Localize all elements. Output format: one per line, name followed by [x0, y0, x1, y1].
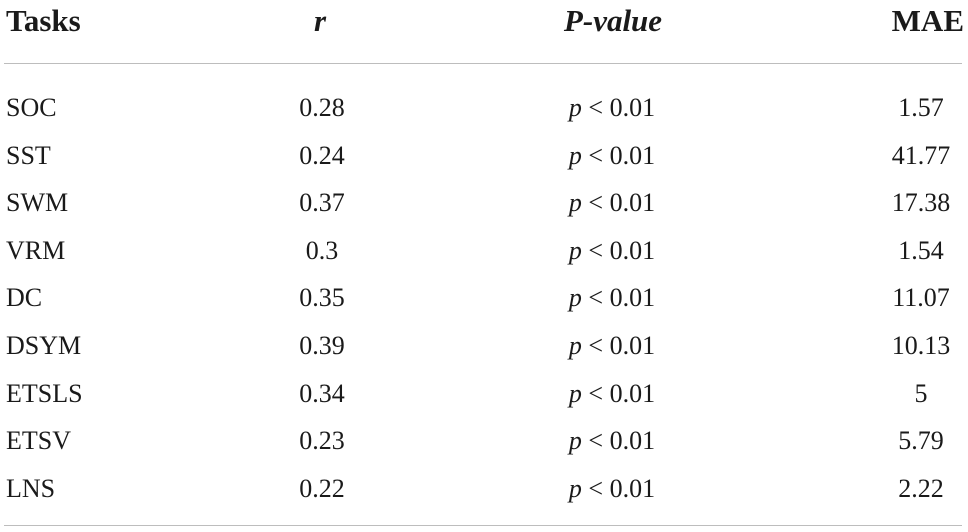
- header-r: r: [313, 3, 327, 38]
- header-tasks: Tasks: [6, 3, 81, 38]
- header-mae: MAE: [891, 3, 964, 38]
- table-row: DC 0.35 p < 0.01 11.07: [0, 274, 968, 322]
- footer-divider: [4, 525, 962, 526]
- pvalue-cell: p < 0.01: [569, 274, 655, 321]
- p-symbol: p: [568, 140, 582, 170]
- pvalue-cell: p < 0.01: [569, 227, 655, 274]
- table-row: SWM 0.37 p < 0.01 17.38: [0, 179, 968, 227]
- pvalue-cell: p < 0.01: [569, 84, 655, 131]
- task-cell: ETSLS: [6, 378, 83, 408]
- header-pvalue: P-value: [563, 3, 663, 38]
- table-row: ETSLS 0.34 p < 0.01 5: [0, 370, 968, 418]
- p-symbol: p: [568, 426, 582, 456]
- pvalue-cell: p < 0.01: [569, 370, 655, 417]
- p-threshold: < 0.01: [581, 140, 656, 170]
- task-cell: LNS: [6, 473, 56, 503]
- task-cell: DC: [6, 283, 43, 313]
- task-cell: VRM: [6, 235, 66, 265]
- r-cell: 0.39: [299, 330, 345, 360]
- p-symbol: p: [568, 188, 582, 218]
- r-cell: 0.34: [299, 378, 345, 408]
- r-cell: 0.24: [299, 140, 345, 170]
- task-cell: SOC: [6, 93, 57, 122]
- table-row: SST 0.24 p < 0.01 41.77: [0, 132, 968, 180]
- mae-cell: 5.79: [898, 426, 944, 456]
- p-symbol: p: [568, 283, 582, 313]
- pvalue-cell: p < 0.01: [569, 132, 655, 179]
- mae-cell: 2.22: [898, 473, 944, 503]
- r-cell: 0.37: [299, 188, 345, 218]
- p-threshold: < 0.01: [581, 283, 656, 313]
- p-symbol: p: [568, 473, 582, 503]
- p-threshold: < 0.01: [581, 330, 656, 360]
- mae-cell: 5: [914, 378, 928, 408]
- table-header: Tasks r P-value MAE: [0, 0, 968, 44]
- mae-cell: 17.38: [891, 188, 951, 218]
- r-cell: 0.3: [305, 235, 339, 265]
- mae-cell: 1.57: [898, 93, 944, 122]
- p-threshold: < 0.01: [581, 188, 656, 218]
- p-symbol: p: [568, 235, 582, 265]
- table-row: LNS 0.22 p < 0.01 2.22: [0, 465, 968, 513]
- p-symbol: p: [568, 93, 582, 122]
- p-threshold: < 0.01: [581, 473, 656, 503]
- r-cell: 0.35: [299, 283, 345, 313]
- mae-cell: 1.54: [898, 235, 944, 265]
- header-divider: [4, 63, 962, 64]
- mae-cell: 11.07: [892, 283, 950, 313]
- p-threshold: < 0.01: [581, 426, 656, 456]
- p-threshold: < 0.01: [581, 378, 656, 408]
- p-symbol: p: [568, 378, 582, 408]
- pvalue-cell: p < 0.01: [569, 179, 655, 226]
- mae-cell: 41.77: [891, 140, 951, 170]
- table-body: SOC 0.28 p < 0.01 1.57 SST 0.24 p < 0.01…: [0, 84, 968, 512]
- table-row: VRM 0.3 p < 0.01 1.54: [0, 227, 968, 275]
- pvalue-cell: p < 0.01: [569, 417, 655, 464]
- p-threshold: < 0.01: [581, 235, 656, 265]
- p-symbol: p: [568, 330, 582, 360]
- table-row: ETSV 0.23 p < 0.01 5.79: [0, 417, 968, 465]
- mae-cell: 10.13: [891, 330, 951, 360]
- p-threshold: < 0.01: [581, 93, 656, 122]
- task-cell: SST: [6, 140, 51, 170]
- table-row: SOC 0.28 p < 0.01 1.57: [0, 84, 968, 132]
- task-cell: SWM: [6, 188, 69, 218]
- table-row: DSYM 0.39 p < 0.01 10.13: [0, 322, 968, 370]
- r-cell: 0.22: [299, 473, 345, 503]
- task-cell: ETSV: [6, 426, 71, 456]
- task-cell: DSYM: [6, 330, 82, 360]
- r-cell: 0.28: [299, 93, 345, 122]
- pvalue-cell: p < 0.01: [569, 465, 655, 512]
- pvalue-cell: p < 0.01: [569, 322, 655, 369]
- r-cell: 0.23: [299, 426, 345, 456]
